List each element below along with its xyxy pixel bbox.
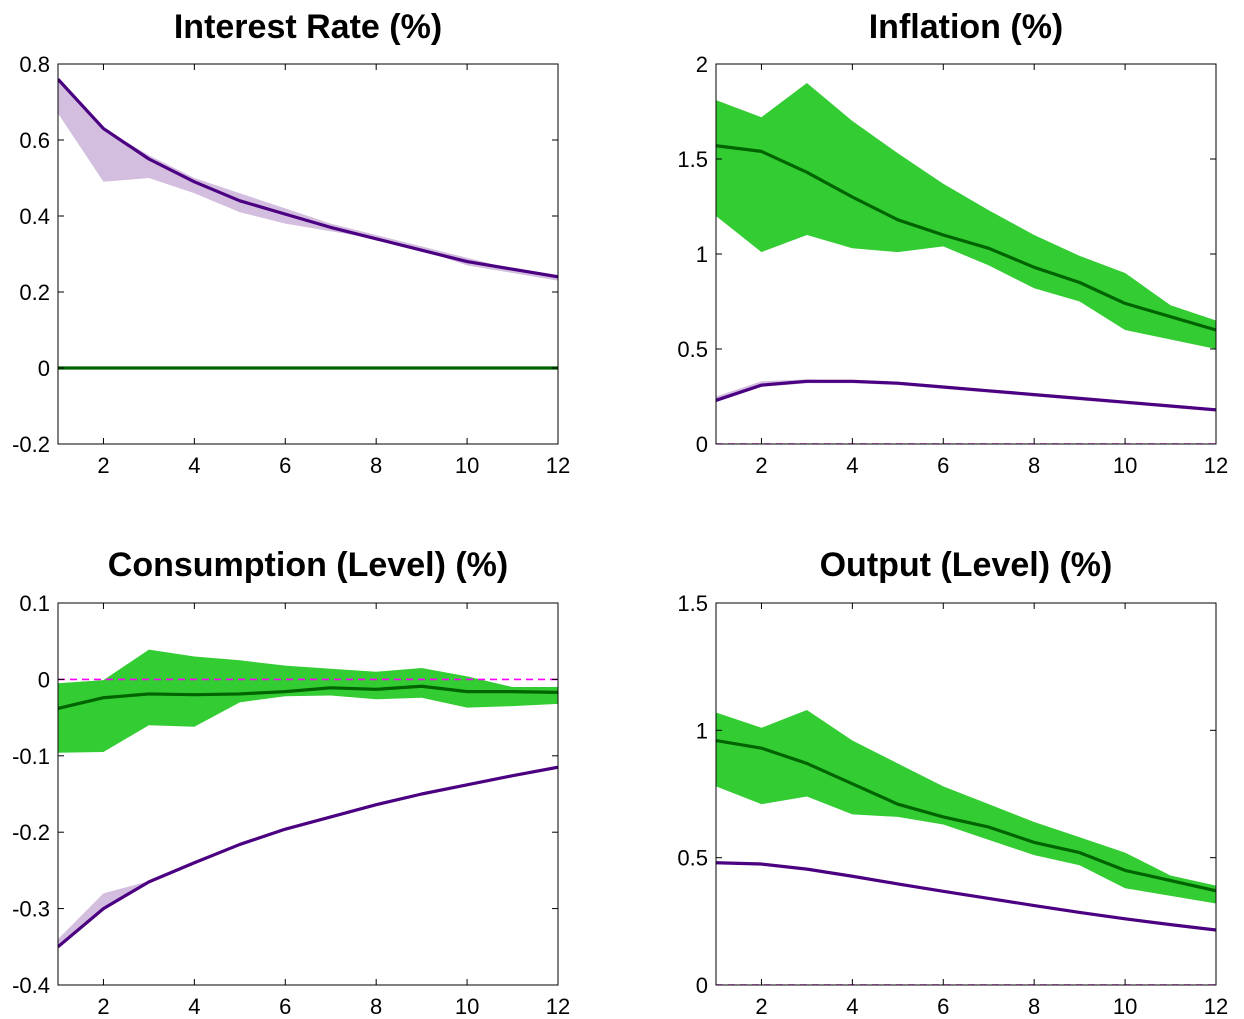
x-tick-label: 4 (188, 453, 200, 478)
x-tick-label: 12 (1204, 453, 1228, 478)
y-tick-label: 2 (696, 52, 708, 77)
confidence-band-1 (58, 79, 558, 281)
x-tick-label: 6 (937, 994, 949, 1019)
y-tick-label: -0.1 (12, 744, 50, 769)
chart-panel-4: Output (Level) (%) 2 4 6 8 10 12 0 0.5 1 1.5 (677, 546, 1228, 1019)
y-tick-label: 1 (696, 242, 708, 267)
y-tick-label: 0.2 (19, 280, 50, 305)
confidence-band-1 (58, 767, 558, 949)
x-tick-label: 10 (455, 994, 479, 1019)
x-tick-label: 12 (1204, 994, 1228, 1019)
series-line-1 (58, 765, 558, 949)
axes-frame (57, 63, 559, 445)
confidence-band-2 (716, 709, 1216, 904)
x-tick-label: 2 (97, 453, 109, 478)
x-tick-label: 2 (755, 994, 767, 1019)
chart-title: Output (Level) (%) (820, 546, 1113, 584)
series-line-2 (716, 738, 1216, 893)
x-tick-label: 8 (370, 453, 382, 478)
x-tick-label: 12 (546, 994, 570, 1019)
x-tick-label: 8 (370, 994, 382, 1019)
x-tick-label: 6 (279, 453, 291, 478)
series-line-2 (716, 144, 1216, 332)
y-tick-label: -0.2 (12, 820, 50, 845)
y-tick-label: 0.5 (677, 846, 708, 871)
x-tick-label: 10 (455, 453, 479, 478)
x-tick-label: 8 (1028, 453, 1040, 478)
y-tick-label: -0.2 (12, 432, 50, 457)
chart-panel-2: Inflation (%) 2 4 6 8 10 12 0 0.5 1 1.5 2 (677, 8, 1228, 478)
axes-frame (715, 602, 1217, 986)
y-tick-label: 0 (38, 356, 50, 381)
x-tick-label: 4 (846, 994, 858, 1019)
chart-title: Consumption (Level) (%) (108, 546, 508, 584)
y-tick-label: 0.4 (19, 204, 50, 229)
y-tick-label: 0 (38, 667, 50, 692)
y-tick-label: -0.4 (12, 973, 50, 998)
y-tick-label: 1 (696, 718, 708, 743)
confidence-band-2 (716, 83, 1216, 349)
series-line-1 (716, 861, 1216, 932)
chart-panel-1: Interest Rate (%) 2 4 6 8 10 12 -0.2 0 0.2 0.4 0.6 0… (12, 8, 570, 478)
plot-area (716, 709, 1216, 985)
y-tick-label: 1.5 (677, 147, 708, 172)
y-tick-label: 0.8 (19, 52, 50, 77)
y-tick-label: 1.5 (677, 591, 708, 616)
chart-title: Inflation (%) (869, 8, 1064, 46)
series-line-1 (716, 379, 1216, 412)
x-tick-label: 4 (188, 994, 200, 1019)
y-tick-label: 0.5 (677, 337, 708, 362)
x-tick-label: 10 (1113, 453, 1137, 478)
chart-panel-3: Consumption (Level) (%) 2 4 6 8 10 12 -0.4 -0.3 -… (12, 546, 570, 1019)
y-tick-label: -0.3 (12, 897, 50, 922)
confidence-band-2 (58, 649, 558, 753)
plot-area (58, 649, 558, 949)
y-tick-label: 0.1 (19, 591, 50, 616)
y-tick-label: 0 (696, 973, 708, 998)
x-tick-label: 8 (1028, 994, 1040, 1019)
x-tick-label: 2 (97, 994, 109, 1019)
series-line-2 (58, 684, 558, 710)
y-tick-label: 0.6 (19, 128, 50, 153)
chart-title: Interest Rate (%) (174, 8, 442, 46)
plot-area (716, 83, 1216, 444)
series-line-1 (58, 78, 558, 279)
y-tick-label: 0 (696, 432, 708, 457)
x-tick-label: 12 (546, 453, 570, 478)
x-tick-label: 6 (937, 453, 949, 478)
x-tick-label: 2 (755, 453, 767, 478)
x-tick-label: 4 (846, 453, 858, 478)
confidence-band-1 (716, 379, 1216, 412)
x-tick-label: 6 (279, 994, 291, 1019)
plot-area (58, 78, 558, 370)
axes-frame (57, 602, 559, 986)
x-tick-label: 10 (1113, 994, 1137, 1019)
